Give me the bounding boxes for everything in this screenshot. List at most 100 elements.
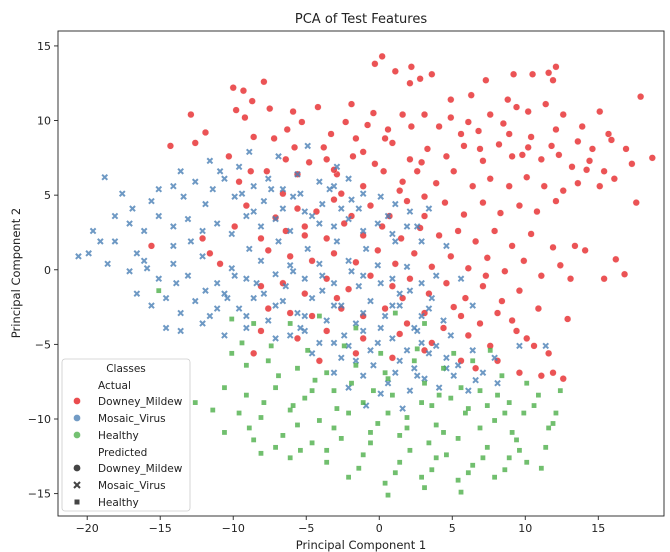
point-downey-mildew [486, 175, 494, 183]
point-downey-mildew [505, 182, 513, 190]
point-downey-mildew [600, 275, 608, 283]
point-healthy [480, 455, 486, 461]
point-downey-mildew [596, 182, 604, 190]
point-mosaic-virus [330, 223, 338, 230]
point-healthy [543, 444, 549, 450]
point-mosaic-virus [260, 197, 268, 205]
point-mosaic-virus [275, 153, 282, 160]
x-tick-label: −5 [298, 522, 314, 535]
point-mosaic-virus [389, 302, 396, 309]
point-mosaic-virus [162, 294, 170, 302]
point-mosaic-virus [333, 163, 341, 171]
point-downey-mildew [523, 173, 531, 181]
point-healthy [455, 477, 461, 483]
point-downey-mildew [206, 249, 214, 257]
point-downey-mildew [495, 140, 503, 149]
point-downey-mildew [515, 369, 524, 377]
point-mosaic-virus [294, 170, 301, 178]
point-healthy [222, 430, 227, 435]
point-healthy [273, 385, 278, 391]
point-mosaic-virus [421, 375, 428, 383]
point-mosaic-virus [418, 279, 425, 287]
point-mosaic-virus [359, 272, 367, 280]
point-mosaic-virus [345, 175, 352, 183]
point-mosaic-virus [148, 197, 155, 205]
y-tick-label: −15 [28, 488, 51, 501]
point-downey-mildew [239, 87, 248, 95]
legend-heading-predicted: Predicted [98, 447, 147, 459]
point-healthy [524, 380, 530, 386]
point-downey-mildew [457, 357, 465, 365]
point-healthy [324, 459, 330, 465]
point-healthy [356, 465, 362, 471]
point-downey-mildew [493, 309, 502, 317]
point-mosaic-virus [148, 302, 155, 309]
point-healthy [506, 455, 512, 461]
point-downey-mildew [491, 227, 499, 235]
point-mosaic-virus [370, 361, 377, 369]
point-healthy [312, 377, 318, 383]
point-downey-mildew [385, 212, 394, 220]
point-downey-mildew [301, 231, 309, 240]
point-healthy [334, 406, 340, 411]
point-healthy [295, 365, 300, 371]
point-downey-mildew [191, 139, 199, 147]
point-downey-mildew [308, 312, 316, 320]
point-healthy [346, 410, 351, 416]
point-downey-mildew [420, 193, 429, 201]
point-mosaic-virus [374, 220, 382, 227]
point-downey-mildew [286, 252, 294, 260]
point-downey-mildew [289, 107, 297, 116]
point-downey-mildew [187, 110, 195, 119]
point-mosaic-virus [172, 279, 180, 287]
point-downey-mildew [290, 143, 299, 152]
point-downey-mildew [399, 110, 407, 119]
point-healthy [360, 400, 366, 405]
point-downey-mildew [147, 242, 156, 250]
point-mosaic-virus [389, 230, 396, 238]
point-healthy [265, 358, 271, 364]
legend: Classes Actual Downey_Mildew Mosaic_Viru… [61, 358, 191, 512]
point-healthy [392, 470, 398, 476]
point-mosaic-virus [348, 267, 355, 275]
point-downey-mildew [515, 202, 524, 210]
point-downey-mildew [388, 282, 396, 290]
point-mosaic-virus [221, 332, 228, 339]
point-mosaic-virus [170, 223, 177, 230]
point-mosaic-virus [389, 335, 396, 342]
point-mosaic-virus [316, 178, 323, 186]
point-downey-mildew [620, 270, 629, 278]
point-downey-mildew [323, 234, 331, 243]
point-downey-mildew [391, 260, 399, 268]
point-healthy [156, 288, 162, 294]
x-tick-label: 15 [591, 522, 605, 535]
point-downey-mildew [293, 334, 302, 343]
point-mosaic-virus [318, 287, 326, 294]
point-mosaic-virus [304, 245, 312, 253]
point-downey-mildew [312, 207, 321, 216]
point-mosaic-virus [308, 294, 316, 302]
point-downey-mildew [450, 167, 458, 175]
point-downey-mildew [241, 113, 249, 122]
point-mosaic-virus [301, 275, 309, 283]
point-downey-mildew [474, 127, 483, 135]
point-downey-mildew [406, 155, 414, 163]
y-tick-label: 5 [44, 189, 51, 202]
point-healthy [385, 492, 391, 498]
point-downey-mildew [298, 118, 306, 126]
point-downey-mildew [330, 196, 338, 204]
point-mosaic-virus [472, 376, 479, 384]
point-downey-mildew [231, 222, 239, 231]
point-mosaic-virus [443, 354, 450, 362]
point-healthy [261, 400, 267, 405]
x-tick-label: −15 [149, 522, 172, 535]
point-mosaic-virus [367, 297, 374, 305]
point-healthy [458, 385, 464, 391]
point-mosaic-virus [272, 215, 279, 223]
point-healthy [287, 455, 293, 461]
legend-box [61, 358, 191, 512]
point-mosaic-virus [243, 275, 250, 283]
point-mosaic-virus [101, 173, 109, 181]
point-healthy [268, 343, 274, 349]
point-downey-mildew [581, 246, 589, 254]
